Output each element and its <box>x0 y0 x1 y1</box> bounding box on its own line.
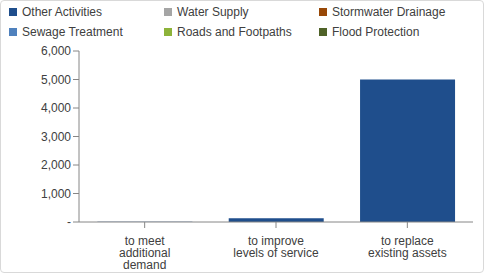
html-text:Stormwater Drainage: Stormwater Drainage <box>332 5 446 19</box>
svg-text:4,000: 4,000 <box>41 101 71 115</box>
html-text:Flood Protection: Flood Protection <box>332 25 420 39</box>
svg-text:to improvelevels of service: to improvelevels of service <box>233 234 319 260</box>
svg-text:to meetadditionaldemand: to meetadditionaldemand <box>119 234 170 272</box>
svg-text:6,000: 6,000 <box>41 44 71 58</box>
svg-text:5,000: 5,000 <box>41 73 71 87</box>
svg-text:1,000: 1,000 <box>41 187 71 201</box>
html-text:Water Supply: Water Supply <box>177 5 249 19</box>
svg-text:3,000: 3,000 <box>41 130 71 144</box>
svg-text:to replaceexisting assets: to replaceexisting assets <box>368 234 447 260</box>
svg-text:2,000: 2,000 <box>41 158 71 172</box>
html-text:Other Activities: Other Activities <box>22 5 102 19</box>
svg-text:-: - <box>67 215 71 229</box>
html-text:Roads and Footpaths: Roads and Footpaths <box>177 25 292 39</box>
html-text:Sewage Treatment: Sewage Treatment <box>22 25 123 39</box>
